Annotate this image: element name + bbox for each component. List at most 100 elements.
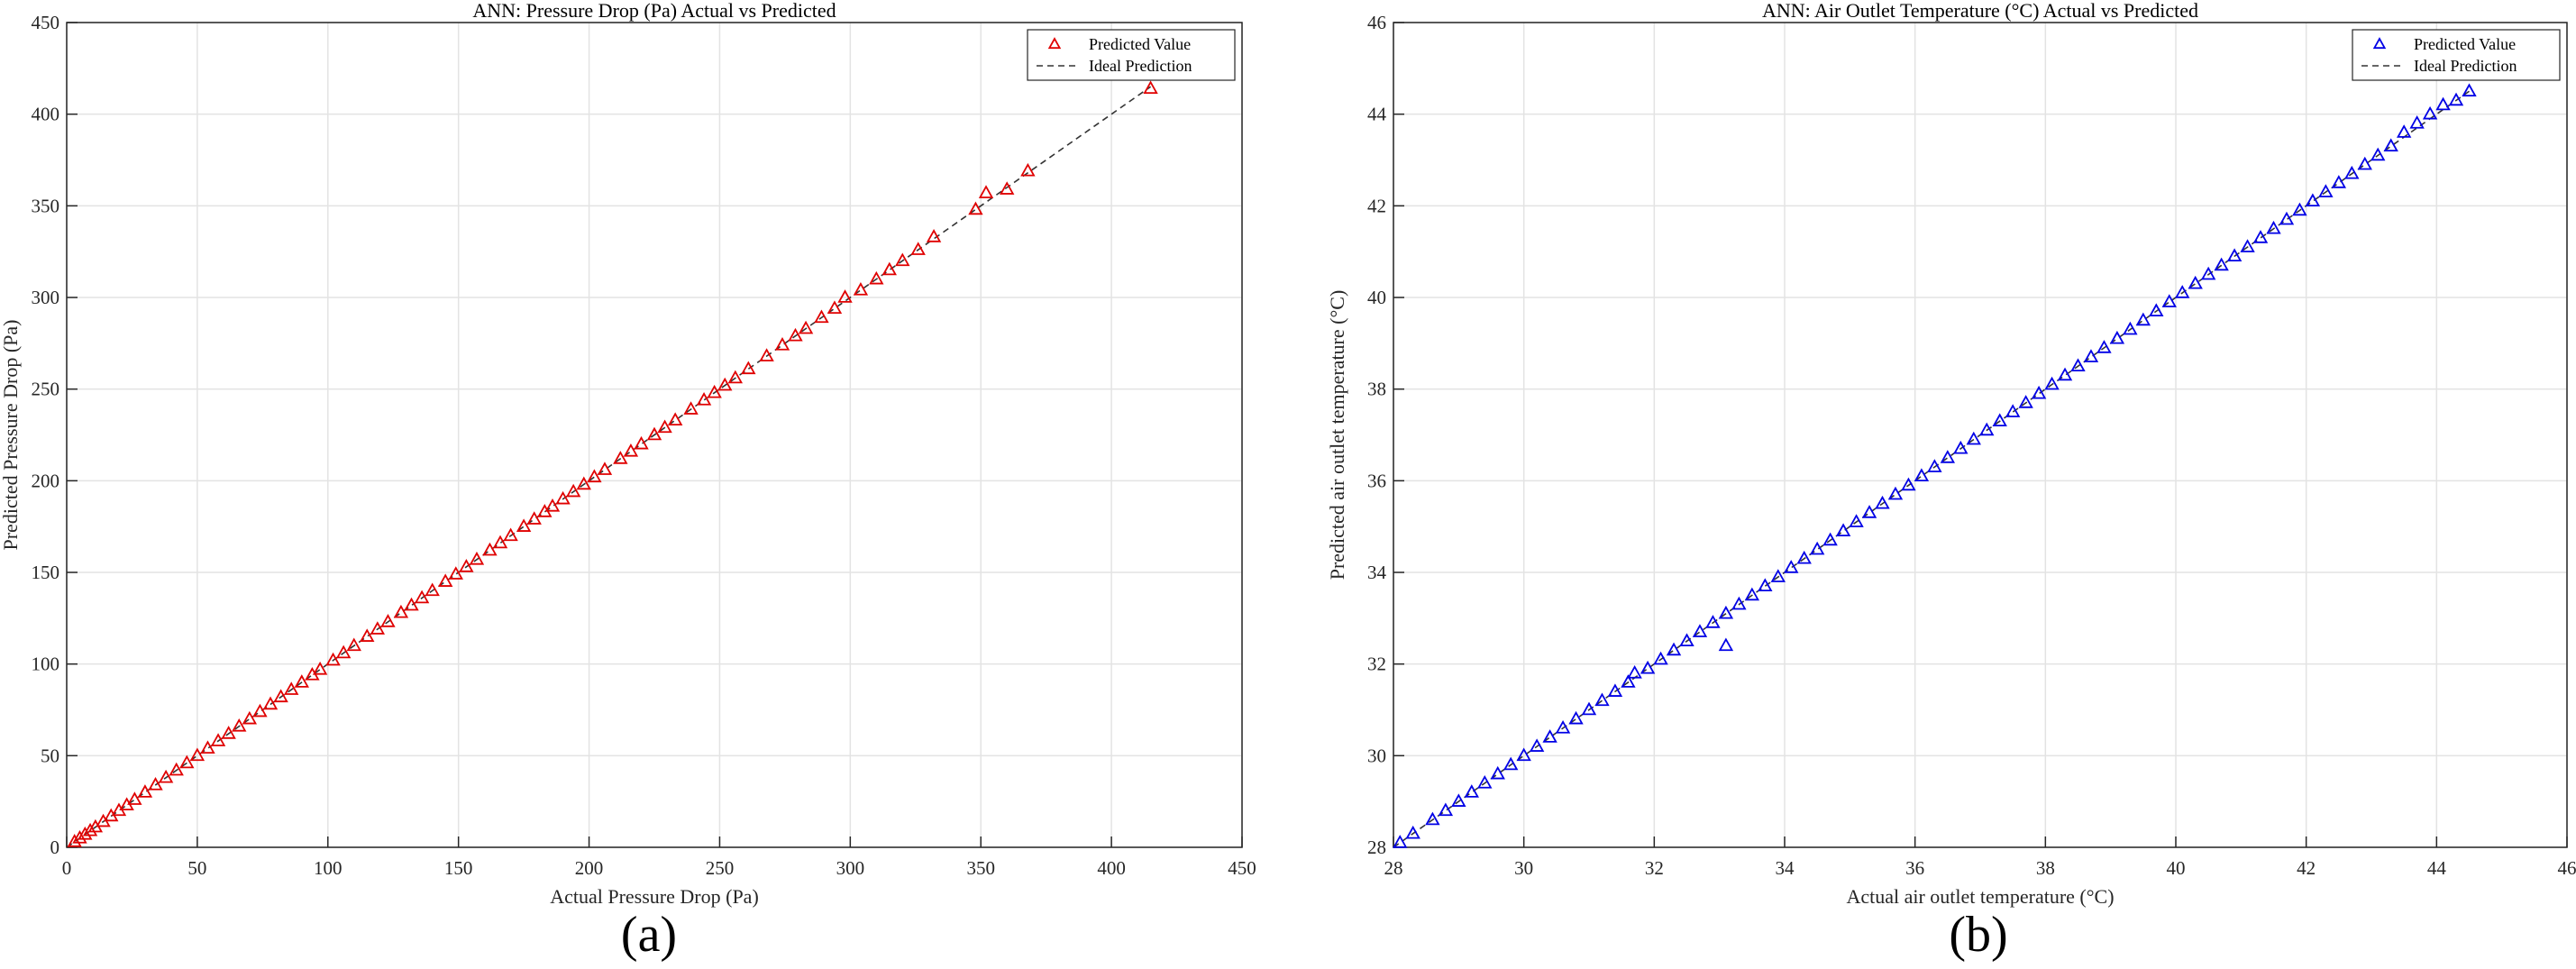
data-point-marker xyxy=(1718,637,1734,652)
data-point-marker xyxy=(82,822,98,836)
y-tick-label: 0 xyxy=(50,836,60,858)
pressure-drop-chart: 0 50 100 150 200 250 300 350 400 450 0 50 100 150 200 2… xyxy=(0,0,1256,908)
data-point-marker xyxy=(179,754,195,769)
data-point-marker xyxy=(1503,756,1519,771)
data-point-marker xyxy=(910,242,926,255)
data-point-marker xyxy=(1744,587,1760,601)
ideal-prediction-line xyxy=(1393,90,2470,848)
data-point-marker xyxy=(459,559,474,572)
data-point-marker xyxy=(2057,367,2073,381)
data-point-marker xyxy=(2279,211,2295,225)
y-tick-label: 42 xyxy=(1367,195,1386,216)
data-point-marker xyxy=(774,337,790,351)
data-point-marker xyxy=(1568,710,1584,725)
x-tick-label: 28 xyxy=(1384,857,1403,879)
legend-label-predicted: Predicted Value xyxy=(2414,35,2516,53)
chart-panel-a: 0 50 100 150 200 250 300 350 400 450 0 50 100 150 200 2… xyxy=(0,0,1256,963)
y-tick-label: 100 xyxy=(32,654,60,675)
data-point-marker xyxy=(1555,719,1571,734)
x-tick-label: 44 xyxy=(2427,857,2447,879)
legend-box xyxy=(1027,29,1236,81)
data-point-marker xyxy=(623,443,639,457)
data-point-marker xyxy=(2083,349,2099,362)
data-point-marker xyxy=(1143,80,1158,94)
y-tick-label: 200 xyxy=(32,470,60,491)
data-point-marker xyxy=(1861,505,1877,518)
data-point-marker xyxy=(727,370,744,384)
data-point-marker xyxy=(1451,793,1466,807)
data-point-marker xyxy=(798,320,814,334)
data-point-marker xyxy=(613,451,628,464)
x-axis-label: Actual air outlet temperature (°C) xyxy=(1846,885,2114,908)
data-point-marker xyxy=(707,384,722,398)
legend-label-ideal: Ideal Prediction xyxy=(2414,57,2517,75)
data-point-marker xyxy=(1542,729,1557,743)
data-point-marker xyxy=(503,527,518,542)
x-tick-label: 250 xyxy=(706,857,735,879)
data-point-marker xyxy=(667,412,683,426)
data-point-marker xyxy=(232,718,247,732)
x-tick-label: 200 xyxy=(575,857,604,879)
data-point-marker xyxy=(262,696,279,710)
data-point-marker xyxy=(1966,431,1981,445)
y-tick-label: 28 xyxy=(1367,836,1386,858)
data-point-marker xyxy=(200,740,215,754)
y-tick-label: 400 xyxy=(32,104,60,125)
data-point-marker xyxy=(2070,358,2086,372)
data-point-marker xyxy=(325,652,341,666)
data-point-marker xyxy=(978,185,994,198)
data-point-marker xyxy=(2370,147,2386,161)
data-point-marker xyxy=(2149,303,2164,317)
y-tick-label: 450 xyxy=(32,12,60,33)
data-point-marker xyxy=(2396,124,2412,138)
data-point-marker xyxy=(646,426,662,441)
x-tick-label: 36 xyxy=(1905,857,1924,879)
data-point-marker xyxy=(1464,784,1479,798)
data-point-marker xyxy=(1438,802,1454,817)
data-point-marker xyxy=(1679,633,1694,647)
data-point-marker xyxy=(2409,114,2425,129)
data-point-marker xyxy=(788,327,803,342)
data-point-marker xyxy=(242,710,258,725)
data-point-marker xyxy=(657,419,672,434)
data-point-marker xyxy=(827,300,843,315)
y-tick-label: 300 xyxy=(32,287,60,308)
data-point-marker xyxy=(2226,248,2243,262)
axes-frame xyxy=(66,22,1243,848)
data-point-marker xyxy=(968,201,983,215)
legend: Predicted Value Ideal Prediction xyxy=(2352,29,2561,81)
y-tick-label: 36 xyxy=(1367,470,1386,491)
data-point-marker xyxy=(1979,422,1995,436)
data-point-marker xyxy=(1490,765,1505,780)
legend-label-predicted: Predicted Value xyxy=(1089,35,1191,53)
data-point-marker xyxy=(741,361,756,375)
data-point-marker xyxy=(1405,825,1420,839)
data-point-marker xyxy=(404,597,419,611)
data-point-marker xyxy=(717,377,733,391)
data-point-marker xyxy=(1914,468,1930,482)
x-tick-label: 32 xyxy=(1645,857,1664,879)
y-tick-label: 350 xyxy=(32,195,60,216)
legend-box xyxy=(2352,29,2561,81)
data-point-marker xyxy=(252,703,268,718)
data-point-marker xyxy=(2031,385,2047,399)
data-point-marker xyxy=(273,689,288,703)
data-point-marker xyxy=(437,573,453,587)
chart-title: ANN: Pressure Drop (Pa) Actual vs Predic… xyxy=(472,0,836,22)
data-point-marker xyxy=(2240,239,2255,252)
y-tick-label: 30 xyxy=(1367,745,1386,766)
x-tick-label: 38 xyxy=(2036,857,2055,879)
data-point-marker xyxy=(78,826,93,840)
x-tick-label: 46 xyxy=(2558,857,2576,879)
data-point-marker xyxy=(492,535,508,549)
data-point-marker xyxy=(2109,330,2125,344)
data-point-marker xyxy=(2305,193,2321,207)
data-point-marker xyxy=(565,483,581,498)
data-point-marker xyxy=(1887,486,1904,500)
data-point-marker xyxy=(2123,321,2138,335)
data-point-marker xyxy=(169,762,184,776)
data-point-marker xyxy=(2175,285,2190,298)
x-tick-label: 150 xyxy=(444,857,473,879)
data-point-marker xyxy=(482,542,498,556)
data-point-marker xyxy=(696,392,712,406)
